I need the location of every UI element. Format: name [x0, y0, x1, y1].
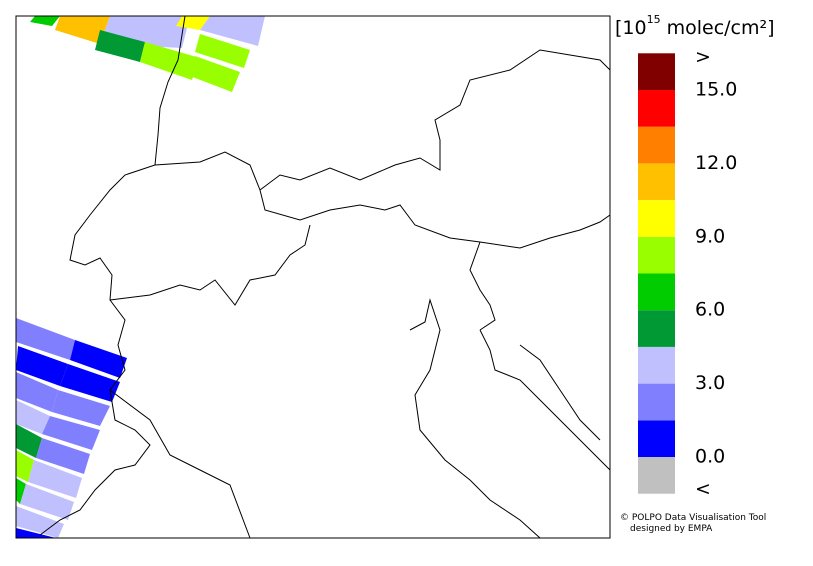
swath-pixel	[195, 34, 250, 68]
map-frame	[15, 15, 611, 539]
border-line	[469, 241, 496, 331]
colorbar-tick-label: 12.0	[695, 152, 737, 174]
colorbar-bin	[638, 163, 675, 201]
colorbar-tick-label: 0.0	[695, 446, 725, 468]
coastline	[479, 329, 611, 471]
colorbar-tick-label: 15.0	[695, 79, 737, 101]
swath-pixel	[95, 30, 145, 62]
border-line	[154, 151, 611, 249]
swath-pixel	[16, 346, 68, 386]
colorbar-bin	[638, 236, 675, 274]
swath-pixel	[16, 528, 56, 538]
swath-pixel	[16, 450, 34, 482]
colorbar-bin	[638, 200, 675, 237]
title-exponent: 15	[647, 13, 661, 26]
colorbar-bin	[638, 420, 675, 457]
country-borders	[39, 15, 611, 539]
colorbar-over-label: >	[695, 46, 711, 68]
colorbar-bin	[638, 346, 675, 384]
swath-pixel	[30, 16, 60, 26]
coastline	[109, 389, 251, 539]
swath-pixel	[16, 318, 75, 360]
swath-pixel	[36, 438, 90, 474]
swath-pixel	[28, 460, 82, 498]
colorbar-tick-label: 6.0	[695, 299, 725, 321]
credit-line: © POLPO Data Visualisation Tool	[620, 513, 766, 523]
swath-top	[30, 16, 265, 92]
title-base: [10	[615, 17, 647, 39]
colorbar-bin	[638, 310, 675, 347]
colorbar-over	[638, 53, 675, 90]
coastline	[409, 298, 541, 539]
swath-pixel	[200, 16, 265, 46]
swath-pixel	[42, 416, 100, 450]
colorbar-under-label: <	[695, 478, 711, 500]
colorbar-title: [1015 molec/cm²]	[615, 13, 775, 39]
swath-pixel	[16, 372, 58, 412]
border-line	[109, 224, 311, 306]
swath-pixel	[60, 364, 120, 402]
coastline	[519, 344, 601, 441]
swath-pixel	[20, 484, 74, 520]
border-line	[39, 15, 186, 536]
colorbar-bin	[638, 90, 675, 127]
swath-pixel	[52, 390, 110, 426]
colorbar-bin	[638, 383, 675, 421]
credit-line: designed by EMPA	[630, 524, 713, 534]
swath-pixel	[16, 478, 26, 504]
colorbar-bin	[638, 126, 675, 164]
swath-bottom	[16, 318, 127, 538]
swath-pixel	[190, 56, 240, 92]
swath-pixel	[140, 42, 200, 80]
swath-pixel	[55, 16, 110, 44]
colorbar-tick-label: 3.0	[695, 372, 725, 394]
swath-pixel	[16, 400, 50, 434]
swath-pixel	[16, 424, 42, 458]
swath-pixel	[70, 340, 127, 378]
colorbar-tick-label: 9.0	[695, 225, 725, 247]
border-line	[259, 49, 611, 191]
colorbar-under	[638, 457, 675, 494]
colorbar-bin	[638, 273, 675, 311]
title-unit: molec/cm²]	[667, 17, 775, 39]
swath-pixel	[16, 506, 64, 538]
